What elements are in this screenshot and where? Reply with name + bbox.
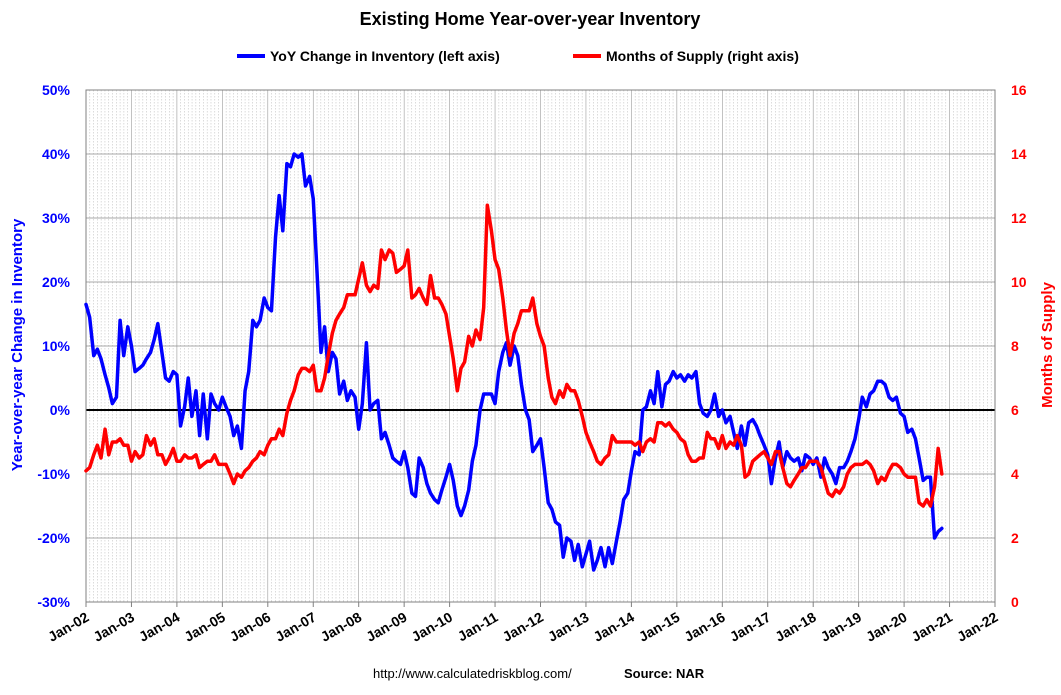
x-tick-label: Jan-17 [727, 609, 774, 645]
x-tick-label: Jan-08 [318, 609, 365, 645]
x-tick-label: Jan-10 [409, 609, 456, 645]
x-tick-label: Jan-04 [136, 609, 183, 645]
right-axis-ticks: 0 2 4 6 8 10 12 14 16 [1011, 82, 1027, 610]
left-tick-label: 40% [42, 146, 71, 162]
x-tick-label: Jan-11 [455, 609, 501, 645]
right-tick-label: 10 [1011, 274, 1027, 290]
gridlines [86, 89, 995, 603]
right-tick-label: 2 [1011, 530, 1019, 546]
x-tick-label: Jan-09 [363, 609, 410, 645]
right-tick-label: 12 [1011, 210, 1027, 226]
left-axis-label: Year-over-year Change in Inventory [9, 218, 26, 471]
left-axis-ticks: -30% -20% -10% 0% 10% 20% 30% 40% 50% [37, 82, 70, 610]
x-tick-label: Jan-19 [818, 609, 865, 645]
right-axis-label: Months of Supply [1039, 281, 1056, 407]
x-tick-label: Jan-22 [954, 609, 1001, 645]
x-tick-label: Jan-02 [45, 609, 92, 645]
left-tick-label: -30% [37, 594, 70, 610]
left-tick-label: 0% [50, 402, 71, 418]
x-tick-label: Jan-12 [500, 609, 547, 645]
left-tick-label: -10% [37, 466, 70, 482]
x-tick-label: Jan-16 [681, 609, 728, 645]
left-tick-label: 50% [42, 82, 71, 98]
left-tick-label: 10% [42, 338, 71, 354]
footer-url: http://www.calculatedriskblog.com/ [373, 666, 572, 681]
legend-label-supply: Months of Supply (right axis) [606, 48, 799, 64]
x-tick-label: Jan-03 [91, 609, 138, 645]
legend-label-inventory: YoY Change in Inventory (left axis) [270, 48, 500, 64]
x-tick-label: Jan-14 [590, 609, 637, 645]
x-axis-ticks: Jan-02 Jan-03 Jan-04 Jan-05 Jan-06 Jan-07 Jan-… [45, 602, 1001, 645]
right-tick-label: 8 [1011, 338, 1019, 354]
legend: YoY Change in Inventory (left axis) Mont… [237, 48, 799, 64]
right-tick-label: 6 [1011, 402, 1019, 418]
footer: http://www.calculatedriskblog.com/ Sourc… [373, 666, 705, 681]
series-line-inventory-yoy [84, 152, 944, 572]
x-tick-label: Jan-15 [636, 609, 683, 645]
x-tick-label: Jan-20 [863, 609, 910, 645]
series-layer [84, 152, 944, 572]
chart-title: Existing Home Year-over-year Inventory [360, 9, 701, 29]
right-tick-label: 16 [1011, 82, 1027, 98]
x-tick-label: Jan-18 [772, 609, 819, 645]
x-tick-label: Jan-21 [909, 609, 956, 645]
x-tick-label: Jan-13 [545, 609, 592, 645]
series-line-months-supply [84, 203, 944, 508]
x-tick-label: Jan-07 [272, 609, 319, 645]
right-tick-label: 14 [1011, 146, 1027, 162]
footer-source: Source: NAR [624, 666, 705, 681]
x-tick-label: Jan-05 [181, 609, 228, 645]
left-tick-label: 30% [42, 210, 71, 226]
right-tick-label: 0 [1011, 594, 1019, 610]
left-tick-label: 20% [42, 274, 71, 290]
x-tick-label: Jan-06 [227, 609, 274, 645]
right-tick-label: 4 [1011, 466, 1019, 482]
left-tick-label: -20% [37, 530, 70, 546]
